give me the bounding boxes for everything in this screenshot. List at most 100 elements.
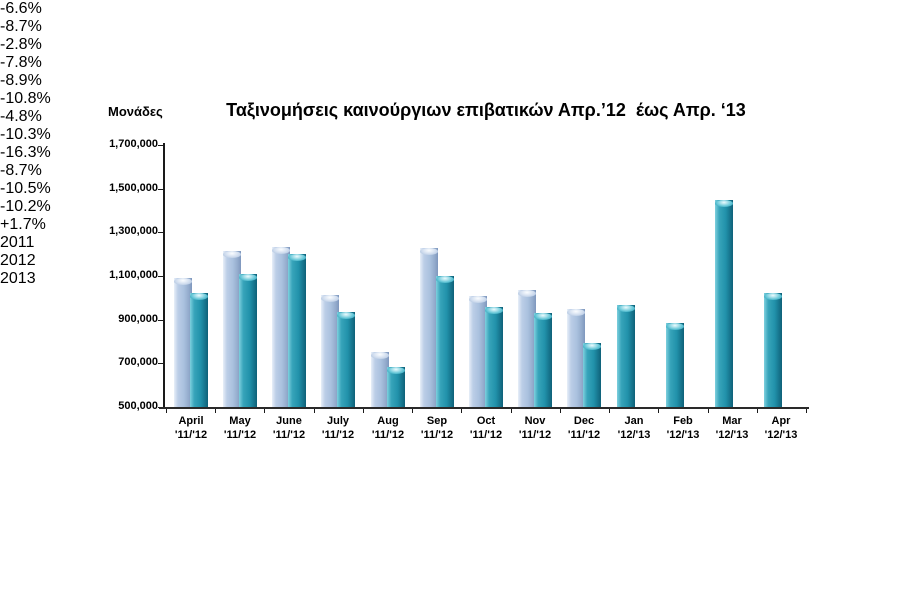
x-axis-label-june: June '11/'12 — [272, 415, 306, 441]
bar-top-cap — [715, 199, 733, 207]
y-tick-mark — [158, 320, 163, 321]
y-tick-mark — [158, 145, 163, 146]
x-tick-mark — [757, 409, 758, 413]
pct-change-label: -8.7% — [0, 18, 42, 35]
y-tick-label: 1,100,000 — [109, 269, 158, 281]
x-tick-mark — [461, 409, 462, 413]
y-tick-label: 1,300,000 — [109, 225, 158, 238]
pct-change-label: -16.3% — [0, 144, 51, 161]
x-tick-mark — [363, 409, 364, 413]
legend-label-2013: 2013 — [0, 270, 36, 287]
y-axis-unit-label: Μονάδες — [108, 104, 163, 119]
bar-2012-oct — [485, 306, 503, 407]
bar-top-cap — [764, 293, 782, 301]
y-tick-label: 1,500,000 — [109, 181, 158, 194]
pct-change-label: -10.2% — [0, 198, 51, 215]
y-tick-mark — [158, 232, 163, 233]
chart-title: Ταξινομήσεις καινούργιων επιβατικών Απρ.… — [226, 100, 746, 120]
bar-2012-nov — [534, 313, 552, 407]
pct-change-label: +1.7% — [0, 216, 46, 233]
x-axis-line — [159, 407, 809, 409]
bar-top-cap — [518, 290, 536, 298]
bar-2012-sep — [436, 276, 454, 407]
pct-change-label: -10.8% — [0, 90, 51, 107]
pct-change-label: -8.9% — [0, 72, 42, 89]
x-tick-mark — [560, 409, 561, 413]
x-axis-label-july: July '11/'12 — [321, 415, 355, 441]
legend-label-2012: 2012 — [0, 252, 36, 269]
bar-2013-feb — [682, 344, 700, 407]
legend-label-2011: 2011 — [0, 234, 35, 251]
bar-top-cap — [190, 293, 208, 301]
bar-2012-april — [190, 293, 208, 407]
y-tick-label: 700,000 — [118, 356, 158, 369]
bar-2012-apr — [764, 293, 782, 407]
bar-2013-mar — [731, 231, 749, 407]
x-axis-label-sep: Sep '11/'12 — [420, 415, 454, 441]
bar-2013-apr — [780, 290, 798, 407]
x-tick-mark — [708, 409, 709, 413]
pct-change-label: -6.6% — [0, 0, 42, 17]
bar-2012-may — [239, 273, 257, 407]
bar-2011-aug — [371, 352, 389, 407]
pct-change-label: -10.3% — [0, 126, 51, 143]
y-tick-mark — [158, 189, 163, 190]
y-tick-label: 900,000 — [118, 312, 158, 325]
pct-change-label: -10.5% — [0, 180, 51, 197]
bar-top-cap — [534, 313, 552, 321]
y-tick-label: 1,700,000 — [109, 138, 158, 150]
bar-2011-sep — [420, 247, 438, 407]
x-axis-label-dec: Dec '11/'12 — [567, 415, 601, 441]
bar-top-cap — [337, 312, 355, 320]
bar-2012-feb — [666, 322, 684, 407]
bar-top-cap — [420, 247, 438, 255]
bar-2011-nov — [518, 290, 536, 407]
legend-item-2012: 2012 — [0, 252, 900, 270]
bar-2011-april — [174, 278, 192, 407]
bar-top-cap — [780, 290, 798, 297]
legend-item-2011: 2011 — [0, 234, 900, 252]
bar-top-cap — [436, 276, 454, 283]
x-axis-label-aug: Aug '11/'12 — [371, 415, 405, 441]
x-axis-label-jan: Jan '12/'13 — [617, 415, 651, 441]
x-axis-label-oct: Oct '11/'12 — [469, 415, 503, 441]
pct-change-label: -4.8% — [0, 108, 42, 125]
x-tick-mark — [412, 409, 413, 413]
pct-change-label: -8.7% — [0, 162, 42, 179]
bar-2013-jan — [633, 324, 651, 407]
bar-2012-mar — [715, 199, 733, 407]
bar-top-cap — [583, 342, 601, 350]
x-tick-mark — [658, 409, 659, 413]
bar-top-cap — [485, 306, 503, 314]
bar-top-cap — [567, 308, 585, 316]
x-tick-mark — [166, 409, 167, 413]
y-axis-line — [163, 143, 165, 409]
bar-top-cap — [633, 324, 651, 331]
x-axis-label-feb: Feb '12/'13 — [666, 415, 700, 441]
x-tick-mark — [314, 409, 315, 413]
bar-top-cap — [321, 294, 339, 302]
x-axis-label-apr: Apr '12/'13 — [764, 415, 798, 441]
bar-2011-may — [223, 250, 241, 407]
bar-2012-july — [337, 312, 355, 407]
bar-2011-dec — [567, 308, 585, 407]
bar-2011-july — [321, 294, 339, 407]
y-tick-label: 500,000 — [118, 400, 158, 412]
plot-area: -6.6% -8.7% -2.8% -7.8% -8.9% -10.8% -4.8% -10.… — [0, 0, 900, 407]
bar-top-cap — [174, 278, 192, 286]
bar-top-cap — [617, 305, 635, 313]
x-tick-mark — [609, 409, 610, 413]
bar-top-cap — [731, 231, 749, 238]
y-tick-mark — [158, 363, 163, 364]
x-tick-mark — [806, 409, 807, 413]
pct-change-label: -7.8% — [0, 54, 42, 71]
legend: 2011 2012 2013 — [0, 234, 900, 288]
bar-top-cap — [387, 366, 405, 374]
bar-2012-jan — [617, 305, 635, 407]
bar-top-cap — [469, 295, 487, 303]
bar-top-cap — [239, 273, 257, 281]
legend-item-2013: 2013 — [0, 270, 900, 288]
bar-2012-dec — [583, 342, 601, 407]
bar-2011-june — [272, 246, 290, 407]
